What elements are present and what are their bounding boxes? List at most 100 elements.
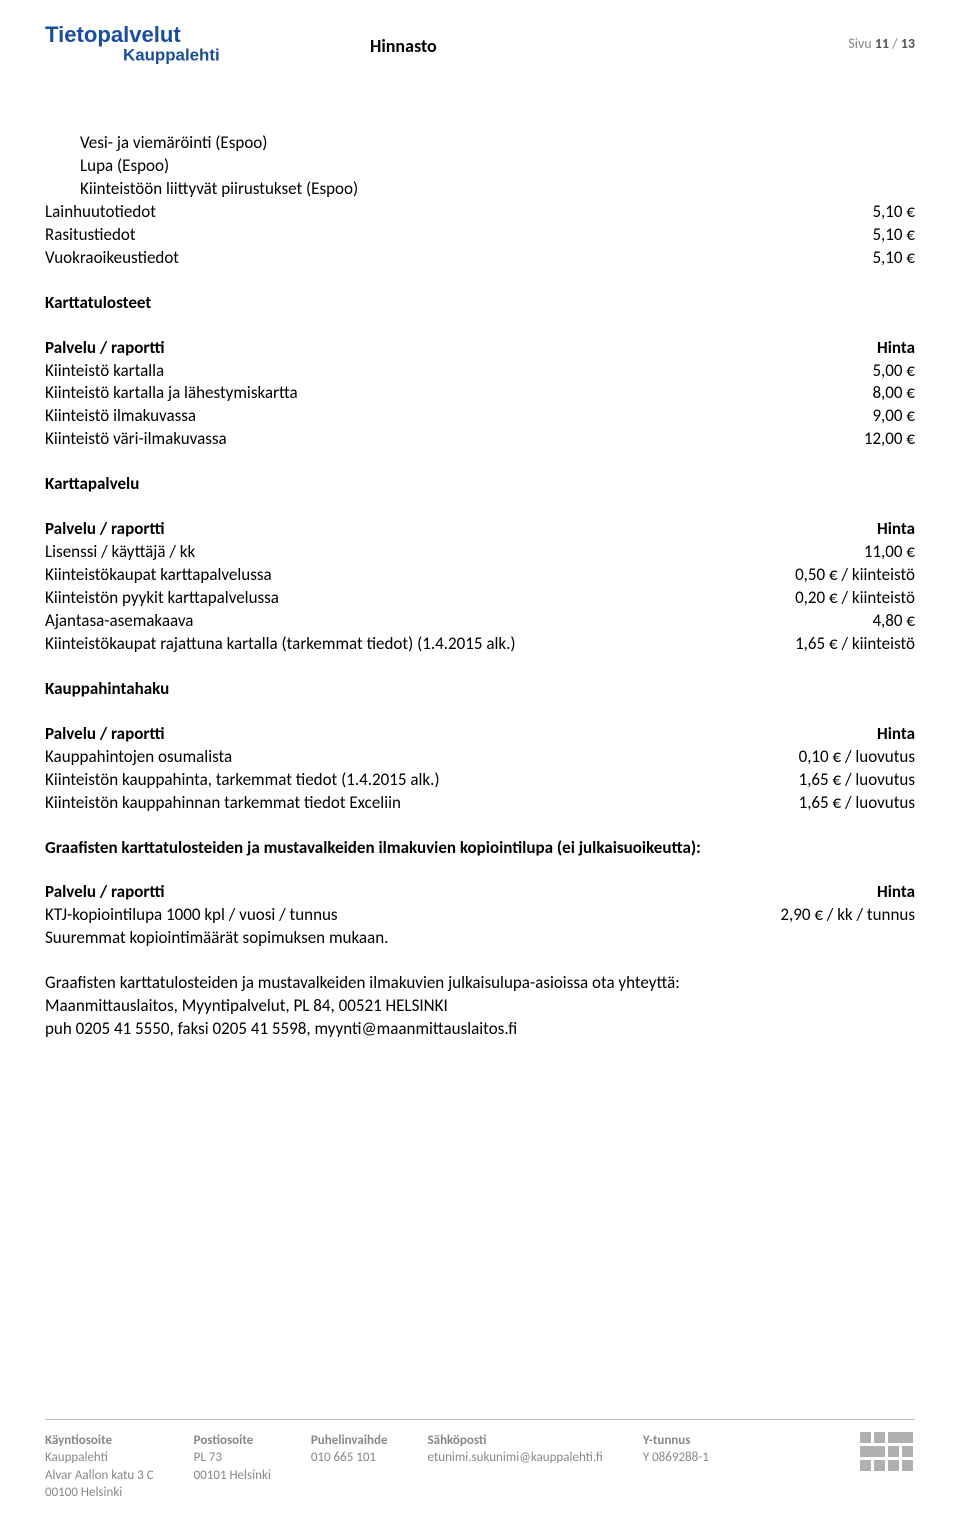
price-value: 5,10 € [715, 201, 915, 224]
price-label: Ajantasa-asemakaava [45, 610, 715, 633]
price-row: Kiinteistön kauppahinta, tarkemmat tiedo… [45, 769, 915, 792]
price-value: 12,00 € [715, 428, 915, 451]
footer-line: 00100 Helsinki [45, 1484, 154, 1502]
intro-price-rows: Lainhuutotiedot5,10 €Rasitustiedot5,10 €… [45, 201, 915, 270]
section-title: Graafisten karttatulosteiden ja mustaval… [45, 837, 915, 860]
price-label: KTJ-kopiointilupa 1000 kpl / vuosi / tun… [45, 904, 715, 927]
section-header-row: Palvelu / raporttiHinta [45, 881, 915, 904]
price-row: Kiinteistökaupat rajattuna kartalla (tar… [45, 633, 915, 656]
price-row: Lainhuutotiedot5,10 € [45, 201, 915, 224]
footer-heading: Puhelinvaihde [311, 1432, 388, 1450]
footer-line: 00101 Helsinki [194, 1467, 271, 1485]
price-value: 5,00 € [715, 360, 915, 383]
price-label: Suuremmat kopiointimäärät sopimuksen muk… [45, 927, 715, 950]
price-row: Kiinteistön kauppahinnan tarkemmat tiedo… [45, 792, 915, 815]
footer-column: KäyntiosoiteKauppalehtiAlvar Aallon katu… [45, 1432, 154, 1502]
section-title: Karttapalvelu [45, 473, 915, 496]
document-content: Vesi- ja viemäröinti (Espoo) Lupa (Espoo… [45, 132, 915, 1041]
intro-line: Vesi- ja viemäröinti (Espoo) [80, 132, 915, 155]
price-row: Kiinteistön pyykit karttapalvelussa0,20 … [45, 587, 915, 610]
page-number: Sivu 11 / 13 [848, 35, 915, 52]
price-label: Kiinteistö kartalla [45, 360, 715, 383]
footer-column: Y-tunnusY 0869288-1 [643, 1432, 709, 1502]
section-header-row: Palvelu / raporttiHinta [45, 723, 915, 746]
intro-block: Vesi- ja viemäröinti (Espoo) Lupa (Espoo… [80, 132, 915, 201]
price-label: Kiinteistökaupat rajattuna kartalla (tar… [45, 633, 715, 656]
footer-line: Alvar Aallon katu 3 C [45, 1467, 154, 1485]
footer-line: Y 0869288-1 [643, 1449, 709, 1467]
price-label: Lisenssi / käyttäjä / kk [45, 541, 715, 564]
intro-line: Kiinteistöön liittyvät piirustukset (Esp… [80, 178, 915, 201]
section-header-value: Hinta [715, 337, 915, 360]
footer-heading: Sähköposti [428, 1432, 603, 1450]
page-total: 13 [901, 35, 915, 52]
price-row: Kiinteistö kartalla ja lähestymiskartta8… [45, 382, 915, 405]
logo-sub-text: Kauppalehti [123, 45, 220, 64]
section-header-label: Palvelu / raportti [45, 723, 715, 746]
price-row: KTJ-kopiointilupa 1000 kpl / vuosi / tun… [45, 904, 915, 927]
price-sections: KarttatulosteetPalvelu / raporttiHintaKi… [45, 292, 915, 951]
section-header-label: Palvelu / raportti [45, 337, 715, 360]
price-row: Kiinteistö kartalla5,00 € [45, 360, 915, 383]
price-row: Kiinteistö ilmakuvassa9,00 € [45, 405, 915, 428]
document-header: Tietopalvelut Kauppalehti Hinnasto Sivu … [45, 20, 915, 77]
price-value: 0,10 € / luovutus [715, 746, 915, 769]
section-title: Karttatulosteet [45, 292, 915, 315]
price-label: Kiinteistö kartalla ja lähestymiskartta [45, 382, 715, 405]
footer-heading: Käyntiosoite [45, 1432, 154, 1450]
footer-column: Sähköpostietunimi.sukunimi@kauppalehti.f… [428, 1432, 603, 1502]
price-value: 8,00 € [715, 382, 915, 405]
page-current: 11 [875, 35, 889, 52]
price-value: 5,10 € [715, 247, 915, 270]
section-header-label: Palvelu / raportti [45, 881, 715, 904]
footer-heading: Postiosoite [194, 1432, 271, 1450]
price-label: Kiinteistön kauppahinnan tarkemmat tiedo… [45, 792, 715, 815]
price-value: 5,10 € [715, 224, 915, 247]
price-label: Rasitustiedot [45, 224, 715, 247]
price-label: Kauppahintojen osumalista [45, 746, 715, 769]
section-title: Kauppahintahaku [45, 678, 915, 701]
price-value: 1,65 € / luovutus [715, 792, 915, 815]
paragraph-line: Graafisten karttatulosteiden ja mustaval… [45, 972, 915, 995]
price-row: Kiinteistökaupat karttapalvelussa0,50 € … [45, 564, 915, 587]
footer-logo [860, 1432, 915, 1478]
price-row: Rasitustiedot5,10 € [45, 224, 915, 247]
price-row: Kiinteistö väri-ilmakuvassa12,00 € [45, 428, 915, 451]
section-header-row: Palvelu / raporttiHinta [45, 337, 915, 360]
logo-main-text: Tietopalvelut [45, 22, 181, 47]
price-label: Kiinteistön kauppahinta, tarkemmat tiedo… [45, 769, 715, 792]
price-label: Vuokraoikeustiedot [45, 247, 715, 270]
paragraph-line: puh 0205 41 5550, faksi 0205 41 5598, my… [45, 1018, 915, 1041]
page-word: Sivu [848, 35, 871, 52]
price-row: Ajantasa-asemakaava4,80 € [45, 610, 915, 633]
price-label: Kiinteistökaupat karttapalvelussa [45, 564, 715, 587]
section-header-label: Palvelu / raportti [45, 518, 715, 541]
price-value: 11,00 € [715, 541, 915, 564]
footer-line: Kauppalehti [45, 1449, 154, 1467]
page-sep: / [892, 35, 897, 52]
page-footer: KäyntiosoiteKauppalehtiAlvar Aallon katu… [45, 1419, 915, 1502]
footer-column: PostiosoitePL 7300101 Helsinki [194, 1432, 271, 1502]
brand-logo: Tietopalvelut Kauppalehti [45, 20, 240, 77]
section-header-row: Palvelu / raporttiHinta [45, 518, 915, 541]
section-header-value: Hinta [715, 518, 915, 541]
price-value: 4,80 € [715, 610, 915, 633]
price-row: Vuokraoikeustiedot5,10 € [45, 247, 915, 270]
price-label: Kiinteistö ilmakuvassa [45, 405, 715, 428]
price-value: 9,00 € [715, 405, 915, 428]
price-value: 2,90 € / kk / tunnus [715, 904, 915, 927]
price-label: Lainhuutotiedot [45, 201, 715, 224]
section-header-value: Hinta [715, 723, 915, 746]
contact-paragraph: Graafisten karttatulosteiden ja mustaval… [45, 972, 915, 1041]
price-value: 0,50 € / kiinteistö [715, 564, 915, 587]
price-label: Kiinteistön pyykit karttapalvelussa [45, 587, 715, 610]
price-row: Suuremmat kopiointimäärät sopimuksen muk… [45, 927, 915, 950]
price-value: 1,65 € / luovutus [715, 769, 915, 792]
price-value [715, 927, 915, 950]
section-header-value: Hinta [715, 881, 915, 904]
price-row: Lisenssi / käyttäjä / kk11,00 € [45, 541, 915, 564]
footer-line: PL 73 [194, 1449, 271, 1467]
footer-column: Puhelinvaihde010 665 101 [311, 1432, 388, 1502]
footer-line: etunimi.sukunimi@kauppalehti.fi [428, 1449, 603, 1467]
price-value: 0,20 € / kiinteistö [715, 587, 915, 610]
